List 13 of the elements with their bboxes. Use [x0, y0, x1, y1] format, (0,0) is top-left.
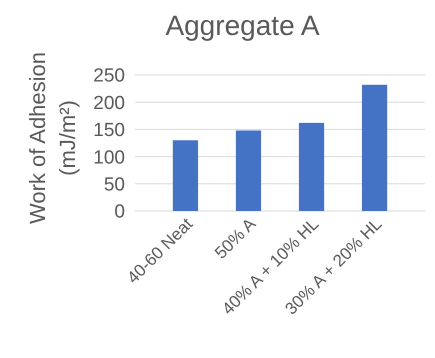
x-tick-label: 50% A [211, 214, 260, 263]
y-tick-label: 150 [93, 120, 125, 142]
y-tick-label: 100 [93, 147, 125, 168]
y-axis-title: Work of Adhesion (mJ/m²) [25, 52, 80, 224]
chart-title: Aggregate A [165, 10, 320, 41]
bar [298, 122, 324, 211]
y-tick-label: 250 [93, 66, 125, 87]
y-tick-label: 0 [114, 202, 125, 223]
bar [172, 140, 198, 211]
y-tick-label: 50 [104, 174, 125, 196]
bar [236, 130, 262, 211]
y-tick-label: 200 [93, 92, 125, 114]
bar [362, 84, 388, 211]
